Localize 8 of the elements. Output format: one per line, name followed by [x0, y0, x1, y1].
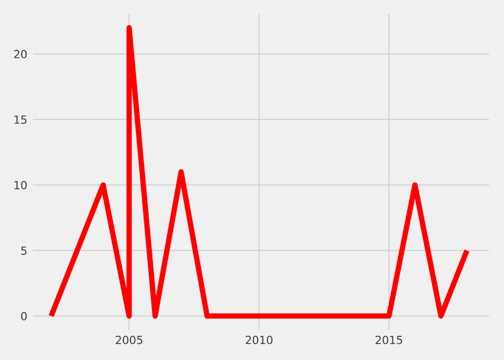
- y-tick-label: 5: [21, 246, 26, 255]
- x-tick-label: 2015: [376, 336, 402, 344]
- y-tick-label: 15: [14, 116, 26, 124]
- x-tick-label: 2005: [116, 336, 142, 344]
- y-tick-label: 20: [14, 50, 27, 58]
- y-tick-label: 10: [14, 180, 27, 190]
- y-tick-label: 0: [21, 312, 27, 320]
- x-tick-label: 2010: [246, 336, 272, 344]
